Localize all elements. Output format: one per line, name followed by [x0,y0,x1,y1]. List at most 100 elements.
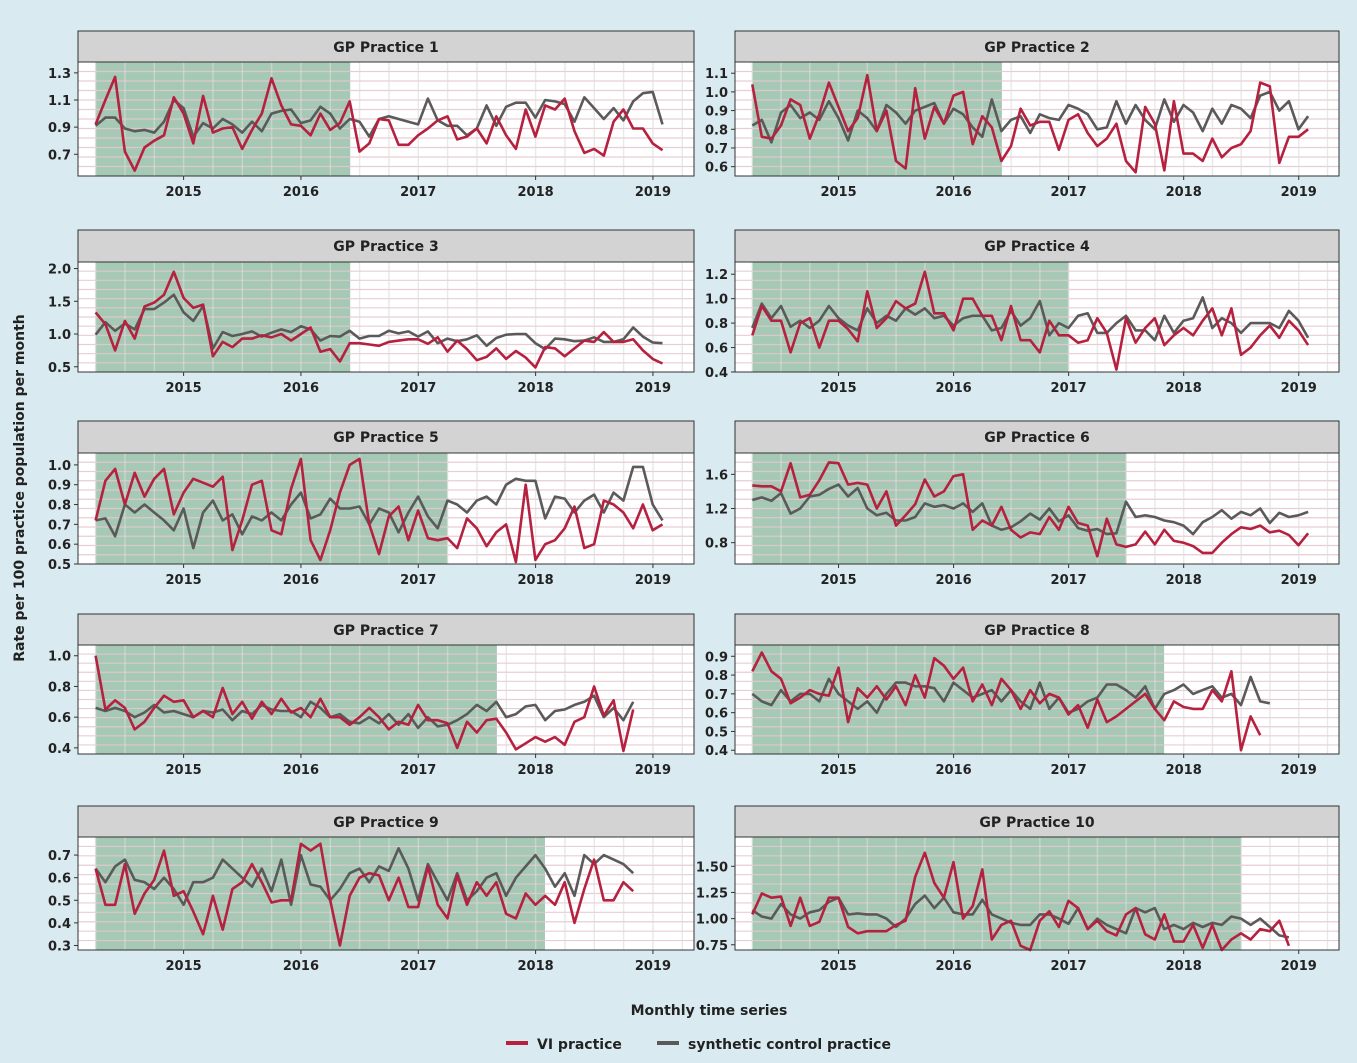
panel-title: GP Practice 5 [333,430,438,446]
x-tick-label: 2019 [1281,573,1317,588]
gridlines [735,837,1339,950]
y-tick-label: 1.0 [48,650,71,665]
panel-title: GP Practice 4 [984,239,1090,255]
panel-4: GP Practice 4 0.4 0.6 0.8 1.0 1.2 2015 2016 2017… [705,229,1340,396]
x-tick-label: 2018 [518,959,554,974]
series-vi-line [94,457,664,564]
x-tick-label: 2017 [1051,573,1087,588]
y-tick-label: 1.6 [705,468,728,483]
series-vi-line [751,270,1310,371]
x-tick-label: 2018 [1166,573,1202,588]
y-tick-label: 1.2 [705,503,728,518]
plot-frame [77,452,695,565]
y-tick-label: 0.8 [48,499,71,514]
x-tick-label: 2019 [635,763,671,778]
y-tick-label: 0.6 [48,711,71,726]
x-tick-label: 2016 [935,763,971,778]
y-tick-label: 1.1 [48,94,71,109]
panel-7: GP Practice 7 0.4 0.6 0.8 1.0 2015 2016 2017 201… [48,613,695,778]
x-tick-label: 2015 [166,959,202,974]
plot-frame [77,261,695,373]
y-tick-label: 0.8 [705,537,728,552]
y-tick-label: 1.1 [705,67,728,82]
y-tick-label: 1.0 [48,328,71,343]
x-tick-label: 2015 [166,573,202,588]
y-tick-label: 0.6 [705,342,728,357]
x-tick-label: 2018 [518,573,554,588]
x-tick-label: 2016 [935,959,971,974]
y-tick-label: 0.7 [705,688,728,703]
x-tick-label: 2015 [820,959,856,974]
x-tick-label: 2016 [283,959,319,974]
x-tick-label: 2016 [935,185,971,200]
x-tick-label: 2018 [1166,185,1202,200]
legend: VI practice synthetic control practice [506,1037,891,1053]
x-tick-label: 2016 [935,381,971,396]
x-tick-label: 2015 [820,573,856,588]
gridlines [78,453,694,564]
y-tick-label: 0.7 [48,849,71,864]
plot-frame [77,644,695,755]
y-tick-label: 0.8 [48,680,71,695]
x-tick-label: 2015 [166,185,202,200]
x-tick-label: 2019 [635,959,671,974]
x-tick-label: 2017 [400,381,436,396]
y-tick-label: 1.0 [705,86,728,101]
y-tick-label: 0.9 [48,479,71,494]
x-tick-label: 2018 [518,763,554,778]
x-tick-label: 2019 [1281,185,1317,200]
x-tick-label: 2019 [1281,959,1317,974]
series-vi-line [751,73,1309,174]
x-tick-label: 2018 [518,381,554,396]
panel-title: GP Practice 10 [979,815,1094,831]
panel-title: GP Practice 3 [333,239,438,255]
x-tick-label: 2017 [1051,959,1087,974]
plot-frame [734,644,1340,755]
x-tick-label: 2018 [518,185,554,200]
panel-10: GP Practice 10 0.75 1.00 1.25 1.50 2015 2016 20… [696,805,1340,974]
panel-6: GP Practice 6 0.8 1.2 1.6 2015 2016 2017 2018 20… [705,420,1340,588]
x-tick-label: 2018 [1166,959,1202,974]
y-tick-label: 0.4 [48,917,71,932]
panel-title: GP Practice 8 [984,623,1089,639]
series-vi-line [94,270,664,369]
y-tick-label: 0.4 [705,744,728,759]
panel-title: GP Practice 1 [333,40,438,56]
x-tick-label: 2018 [1166,763,1202,778]
y-tick-label: 2.0 [48,263,71,278]
series-vi-line [751,651,1262,752]
x-tick-label: 2015 [166,381,202,396]
x-tick-label: 2016 [283,763,319,778]
panel-8: GP Practice 8 0.4 0.5 0.6 0.7 0.8 0.9 2015 2016 2… [705,613,1340,778]
series-vi-line [751,851,1291,952]
y-tick-label: 0.9 [705,650,728,665]
y-tick-label: 0.5 [48,558,71,573]
y-tick-label: 0.5 [705,725,728,740]
y-tick-label: 0.5 [48,361,71,376]
legend-label-vi: VI practice [537,1037,622,1053]
y-tick-label: 0.5 [48,894,71,909]
panel-3: GP Practice 3 0.5 1.0 1.5 2.0 2015 2016 2017 201… [48,229,695,396]
y-tick-label: 0.6 [705,707,728,722]
x-tick-label: 2017 [1051,185,1087,200]
x-tick-label: 2019 [635,381,671,396]
x-tick-label: 2015 [820,381,856,396]
x-tick-label: 2015 [820,763,856,778]
panel-strip [77,30,695,63]
plot-frame [734,61,1340,177]
y-tick-label: 0.4 [48,742,71,757]
gridlines [78,62,694,176]
x-tick-label: 2017 [400,959,436,974]
series-control-line [751,894,1290,939]
x-tick-label: 2019 [635,185,671,200]
series-vi-line [752,461,1310,558]
y-tick-label: 1.0 [48,459,71,474]
series-control-line [95,465,664,550]
x-tick-label: 2019 [1281,381,1317,396]
y-tick-label: 0.6 [48,872,71,887]
y-tick-label: 0.8 [705,669,728,684]
gridlines [78,262,694,372]
x-tick-label: 2016 [283,381,319,396]
x-tick-label: 2016 [283,573,319,588]
series-vi-line [94,655,635,753]
